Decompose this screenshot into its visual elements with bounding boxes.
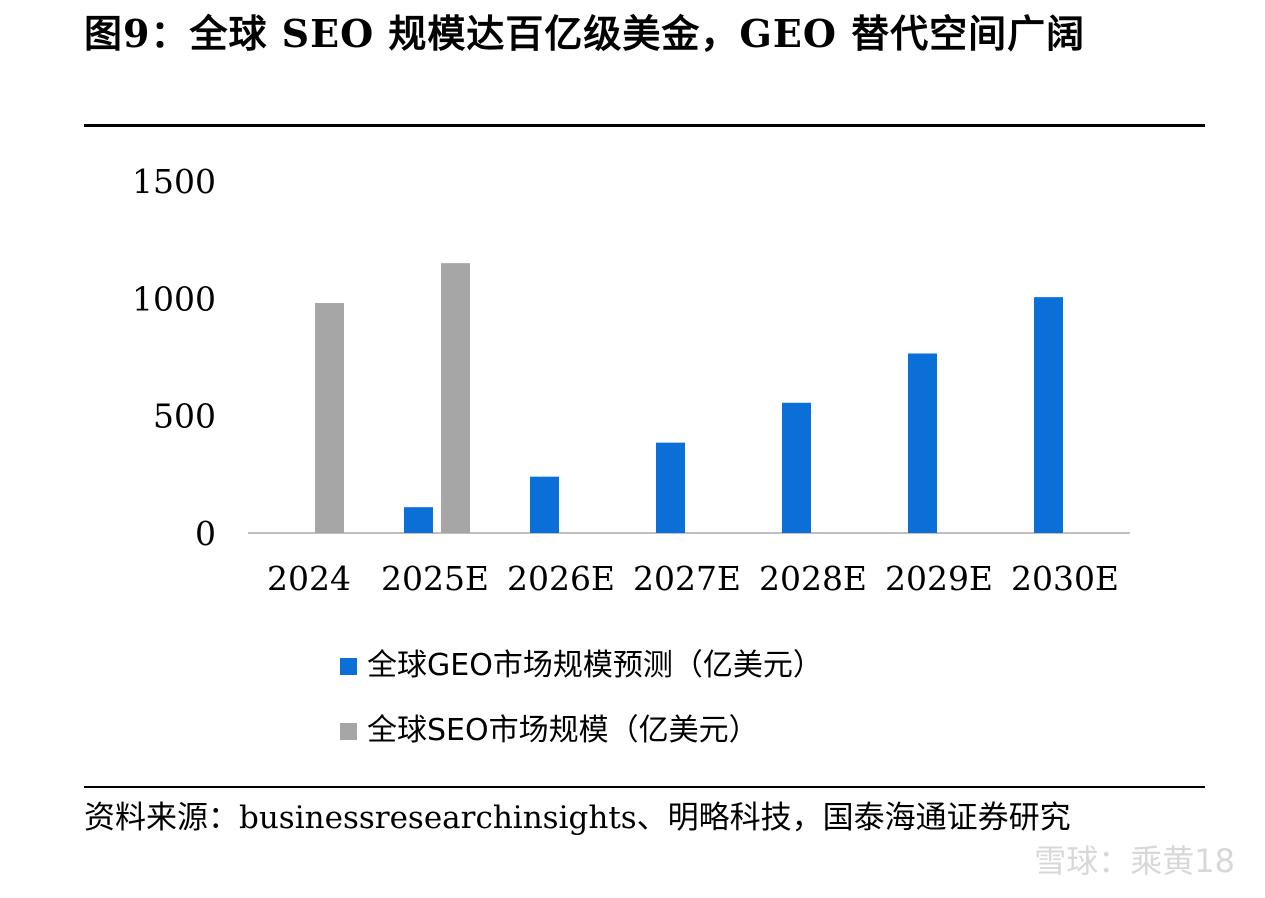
legend-swatch-seo — [340, 723, 357, 740]
source-divider — [84, 786, 1205, 788]
y-tick-label: 500 — [153, 397, 216, 436]
x-tick-label: 2026E — [507, 559, 615, 598]
y-tick-label: 0 — [195, 514, 216, 553]
y-tick-label: 1500 — [132, 162, 216, 201]
geo-bar-2030E — [1034, 297, 1063, 533]
title-divider — [84, 124, 1205, 127]
geo-bar-2028E — [782, 402, 811, 533]
geo-bar-2026E — [530, 476, 559, 533]
watermark: 雪球：乘黄18 — [1034, 842, 1235, 880]
legend-swatch-geo — [340, 658, 357, 675]
geo-bar-2027E — [656, 442, 685, 533]
legend-item-geo: 全球GEO市场规模预测（亿美元） — [340, 640, 823, 684]
legend-label-geo: 全球GEO市场规模预测（亿美元） — [367, 648, 823, 683]
y-tick-label: 1000 — [132, 279, 216, 318]
x-tick-label: 2025E — [381, 559, 489, 598]
legend-item-seo: 全球SEO市场规模（亿美元） — [340, 705, 759, 749]
x-tick-label: 2029E — [885, 559, 993, 598]
seo-bar-2025E — [441, 263, 470, 533]
x-tick-label: 2028E — [759, 559, 867, 598]
chart-title: 图9：全球 SEO 规模达百亿级美金，GEO 替代空间广阔 — [84, 11, 1086, 56]
bars — [315, 263, 1063, 533]
source-note: 资料来源：businessresearchinsights、明略科技，国泰海通证… — [84, 800, 1071, 836]
y-axis-ticks: 0 500 1000 1500 — [132, 162, 216, 553]
geo-bar-2029E — [908, 353, 937, 533]
legend-label-seo: 全球SEO市场规模（亿美元） — [367, 713, 759, 748]
geo-bar-2025E — [404, 507, 433, 533]
x-axis-ticks: 2024 2025E 2026E 2027E 2028E 2029E 2030E — [267, 559, 1119, 598]
seo-bar-2024 — [315, 303, 344, 533]
x-tick-label: 2030E — [1011, 559, 1119, 598]
x-tick-label: 2027E — [633, 559, 741, 598]
x-tick-label: 2024 — [267, 559, 351, 598]
